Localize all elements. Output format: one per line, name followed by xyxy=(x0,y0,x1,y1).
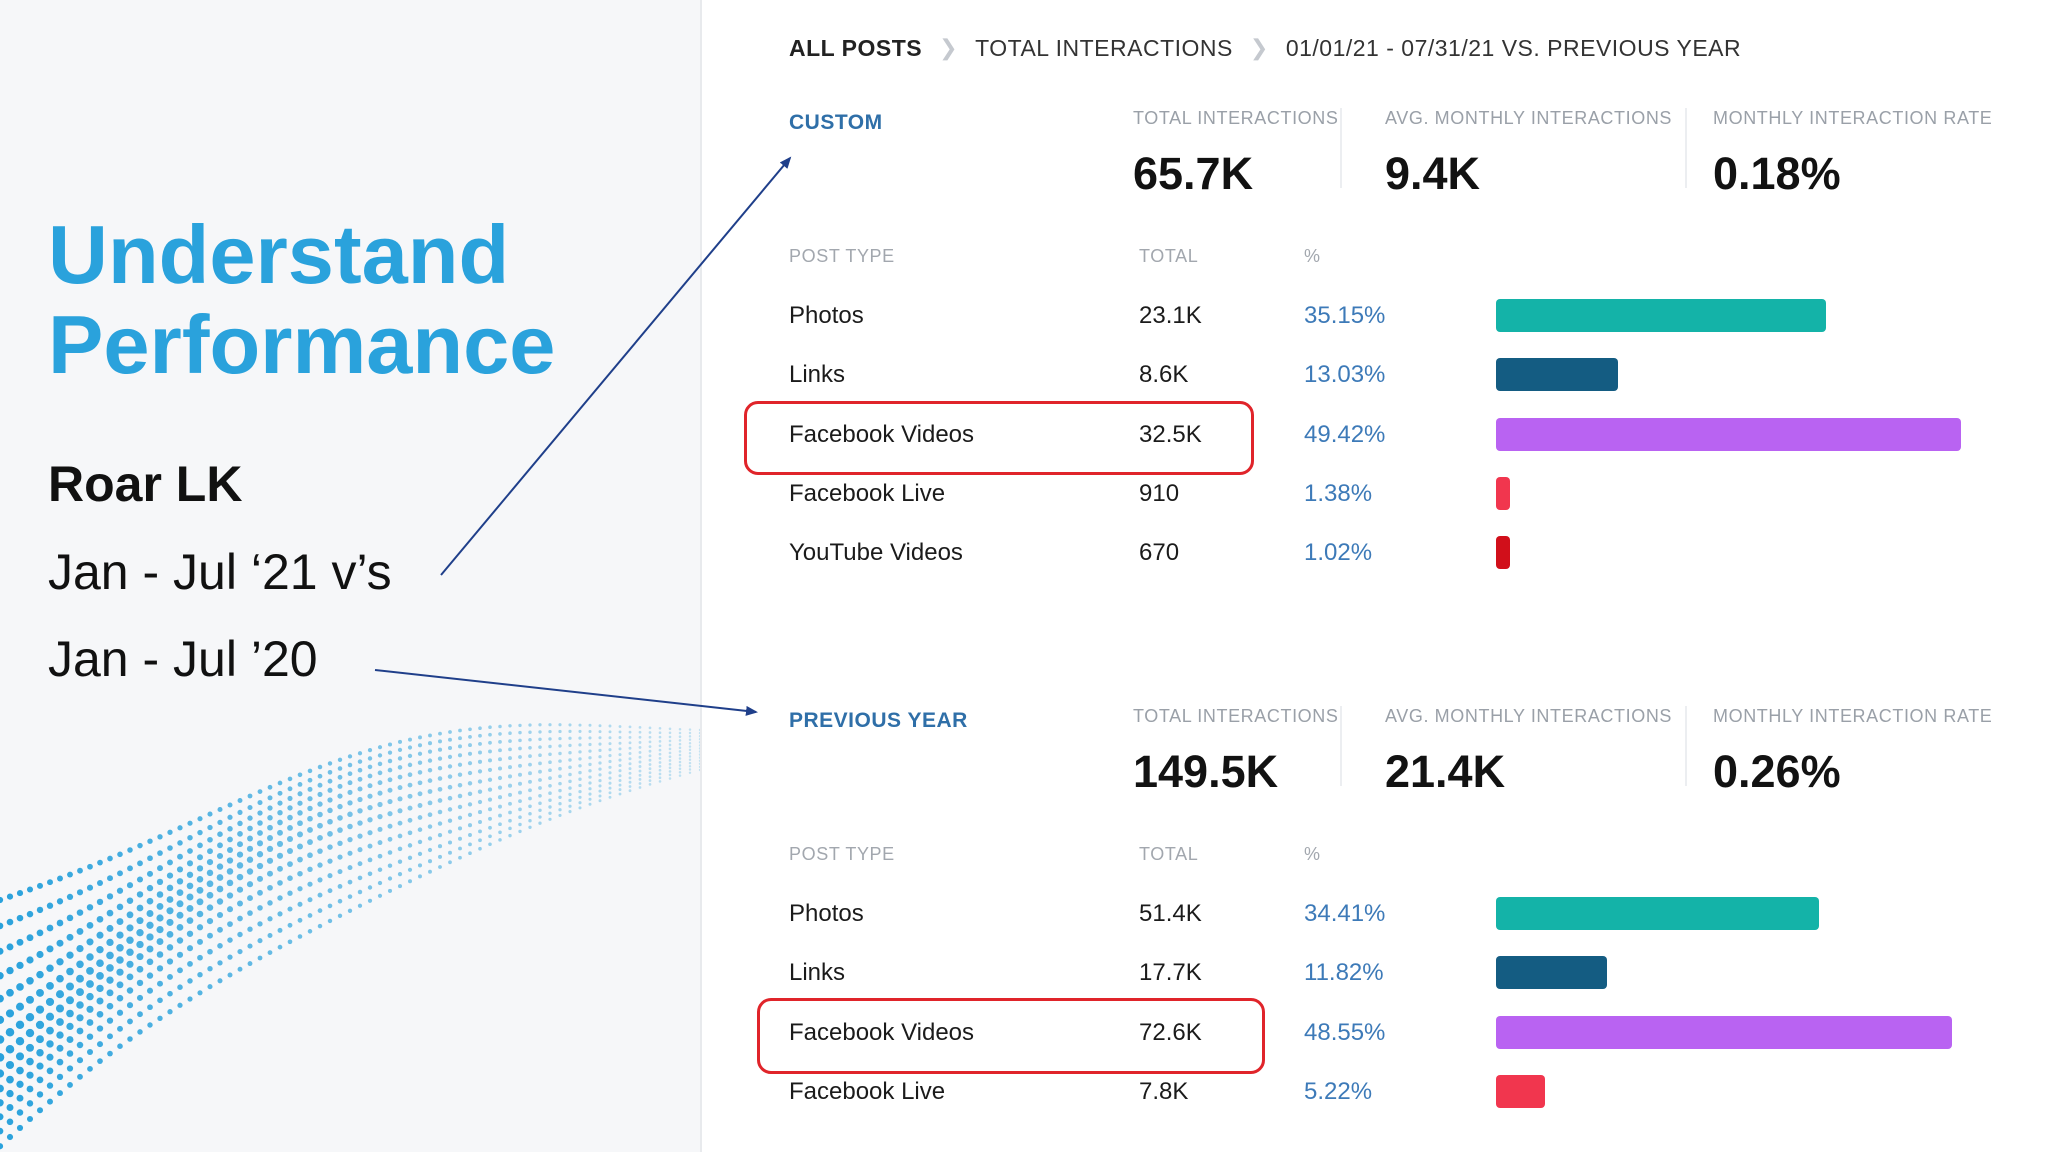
custom-share-bar xyxy=(1496,299,1827,332)
post-type-name: Links xyxy=(789,361,846,389)
custom-col-total: TOTAL xyxy=(1139,246,1199,266)
post-type-name: Facebook Live xyxy=(789,1077,946,1105)
period-current: Jan - Jul ‘21 v’s xyxy=(48,544,392,600)
previous-year-section-label: PREVIOUS YEAR xyxy=(789,709,968,732)
post-type-total: 7.8K xyxy=(1139,1077,1189,1105)
breadcrumb-all-posts[interactable]: ALL POSTS xyxy=(789,34,923,61)
post-type-total: 670 xyxy=(1139,539,1180,567)
table-row: Facebook Live 910 1.38% xyxy=(789,474,1989,514)
custom-col-percent: % xyxy=(1304,246,1321,266)
post-type-percent: 11.82% xyxy=(1304,959,1384,987)
post-type-name: Photos xyxy=(789,900,864,927)
chevron-right-icon: ❯ xyxy=(1249,35,1269,60)
post-type-percent: 34.41% xyxy=(1304,900,1386,927)
previous-total-interactions-label: TOTAL INTERACTIONS xyxy=(1133,706,1339,726)
title-line-1: Understand xyxy=(48,208,510,301)
previous-col-percent: % xyxy=(1304,844,1321,864)
post-type-name: YouTube Videos xyxy=(789,539,963,567)
post-type-percent: 13.03% xyxy=(1304,361,1386,389)
previous-col-post-type: POST TYPE xyxy=(789,844,895,864)
custom-col-post-type: POST TYPE xyxy=(789,246,895,266)
previous-avg-monthly-value: 21.4K xyxy=(1385,746,1506,797)
metric-divider xyxy=(1340,108,1342,188)
table-row: Photos 51.4K 34.41% xyxy=(789,894,1989,934)
metric-divider xyxy=(1685,108,1687,188)
post-type-percent: 49.42% xyxy=(1304,420,1386,448)
post-type-total: 72.6K xyxy=(1139,1018,1202,1046)
previous-share-bar xyxy=(1496,1015,1953,1049)
period-previous: Jan - Jul ’20 xyxy=(48,631,318,687)
post-type-total: 32.5K xyxy=(1139,420,1202,448)
breadcrumb: ALL POSTS ❯ TOTAL INTERACTIONS ❯ 01/01/2… xyxy=(789,30,1741,66)
previous-rate-value: 0.26% xyxy=(1713,746,1841,797)
post-type-total: 51.4K xyxy=(1139,900,1202,927)
table-row: YouTube Videos 670 1.02% xyxy=(789,533,1989,573)
post-type-percent: 1.38% xyxy=(1304,479,1373,507)
dotted-wave-decoration xyxy=(0,723,702,1150)
post-type-percent: 1.02% xyxy=(1304,539,1373,567)
post-type-name: Facebook Live xyxy=(789,479,946,507)
table-row: Facebook Live 7.8K 5.22% xyxy=(789,1072,1989,1112)
post-type-total: 17.7K xyxy=(1139,959,1202,987)
post-type-name: Photos xyxy=(789,302,864,329)
previous-share-bar xyxy=(1496,1074,1546,1108)
previous-col-total: TOTAL xyxy=(1139,844,1199,864)
custom-share-bar xyxy=(1496,417,1961,451)
post-type-total: 23.1K xyxy=(1139,302,1202,329)
previous-avg-monthly-label: AVG. MONTHLY INTERACTIONS xyxy=(1385,706,1673,726)
custom-share-bar xyxy=(1496,358,1619,392)
table-row: Facebook Videos 32.5K 49.42% xyxy=(789,415,1989,455)
post-type-name: Facebook Videos xyxy=(789,1018,975,1046)
table-row: Links 8.6K 13.03% xyxy=(789,355,1989,395)
table-row: Photos 23.1K 35.15% xyxy=(789,296,1989,336)
highlight-box-custom-facebook-videos xyxy=(744,401,1254,475)
previous-share-bar xyxy=(1496,956,1608,990)
breadcrumb-total-interactions[interactable]: TOTAL INTERACTIONS xyxy=(975,34,1233,61)
breadcrumb-date-range[interactable]: 01/01/21 - 07/31/21 VS. PREVIOUS YEAR xyxy=(1285,34,1742,61)
analytics-panel xyxy=(700,0,2048,1152)
custom-rate-label: MONTHLY INTERACTION RATE xyxy=(1713,108,1993,128)
post-type-percent: 48.55% xyxy=(1304,1018,1386,1046)
table-row: Facebook Videos 72.6K 48.55% xyxy=(789,1013,1989,1053)
post-type-total: 910 xyxy=(1139,479,1180,507)
post-type-percent: 5.22% xyxy=(1304,1077,1373,1105)
table-row: Links 17.7K 11.82% xyxy=(789,953,1989,993)
post-type-name: Links xyxy=(789,959,846,987)
custom-avg-monthly-value: 9.4K xyxy=(1385,148,1481,199)
slide-title: Understand Performance xyxy=(48,210,555,390)
custom-avg-monthly-label: AVG. MONTHLY INTERACTIONS xyxy=(1385,108,1673,128)
custom-total-interactions-label: TOTAL INTERACTIONS xyxy=(1133,108,1339,128)
metric-divider xyxy=(1340,706,1342,786)
custom-total-interactions-value: 65.7K xyxy=(1133,148,1254,199)
post-type-percent: 35.15% xyxy=(1304,302,1386,329)
custom-rate-value: 0.18% xyxy=(1713,148,1841,199)
post-type-total: 8.6K xyxy=(1139,361,1189,389)
metric-divider xyxy=(1685,706,1687,786)
previous-total-interactions-value: 149.5K xyxy=(1133,746,1279,797)
custom-share-bar xyxy=(1496,536,1510,570)
custom-share-bar xyxy=(1496,476,1510,510)
custom-section-label: CUSTOM xyxy=(789,111,883,134)
chevron-right-icon: ❯ xyxy=(939,35,959,60)
title-line-2: Performance xyxy=(48,298,556,391)
brand-name: Roar LK xyxy=(48,456,243,512)
highlight-box-previous-facebook-videos xyxy=(757,998,1265,1074)
previous-rate-label: MONTHLY INTERACTION RATE xyxy=(1713,706,1993,726)
post-type-name: Facebook Videos xyxy=(789,420,975,448)
previous-share-bar xyxy=(1496,897,1820,930)
